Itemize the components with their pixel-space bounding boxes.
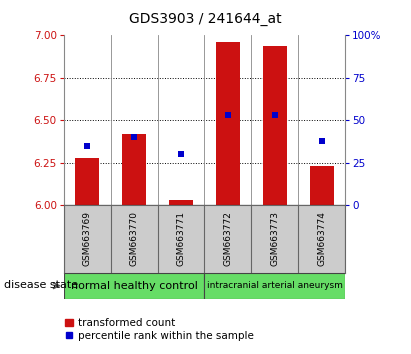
Text: GSM663770: GSM663770 <box>129 211 139 267</box>
Text: GSM663773: GSM663773 <box>270 211 279 267</box>
Text: normal healthy control: normal healthy control <box>71 281 198 291</box>
Text: GDS3903 / 241644_at: GDS3903 / 241644_at <box>129 12 282 27</box>
Text: GSM663769: GSM663769 <box>83 211 92 267</box>
Bar <box>76 158 99 205</box>
Bar <box>64 273 204 299</box>
Bar <box>205 273 345 299</box>
Bar <box>310 166 333 205</box>
Text: GSM663774: GSM663774 <box>317 211 326 267</box>
Text: GSM663771: GSM663771 <box>176 211 185 267</box>
Text: disease state: disease state <box>4 280 78 290</box>
Text: GSM663772: GSM663772 <box>224 211 233 267</box>
Legend: transformed count, percentile rank within the sample: transformed count, percentile rank withi… <box>61 314 259 345</box>
Text: intracranial arterial aneurysm: intracranial arterial aneurysm <box>207 281 343 290</box>
Bar <box>263 46 286 205</box>
Bar <box>122 134 146 205</box>
Bar <box>216 42 240 205</box>
Bar <box>169 200 193 205</box>
